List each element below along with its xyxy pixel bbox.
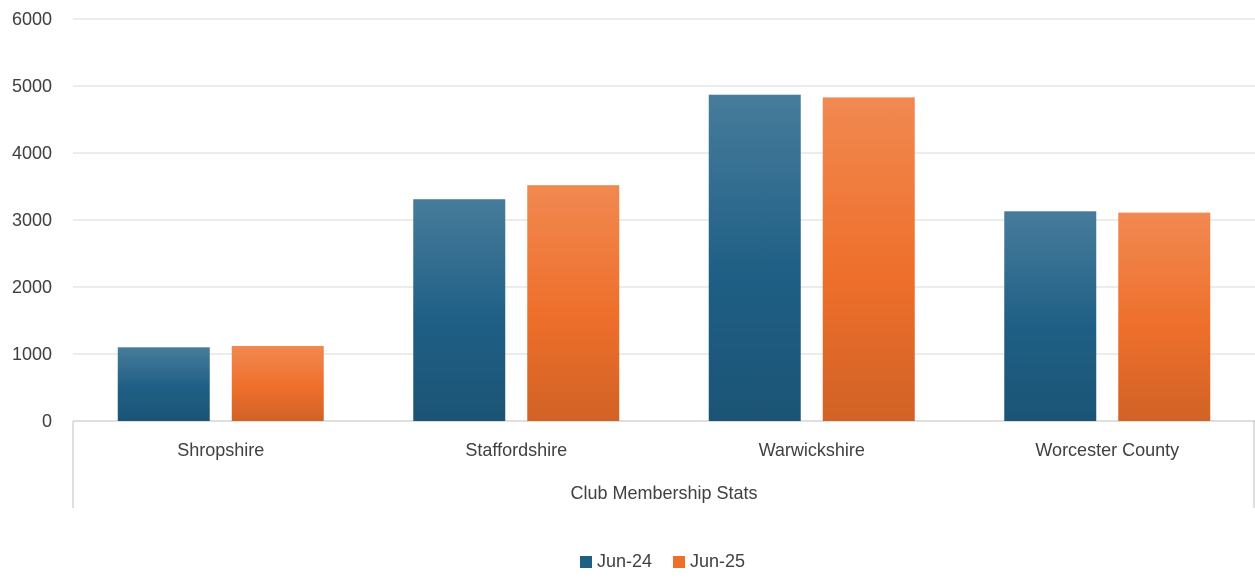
- legend-item: Jun-24: [580, 551, 652, 571]
- category-group-label: Club Membership Stats: [570, 483, 757, 503]
- y-tick-label: 2000: [12, 277, 52, 297]
- bar-jun-24-worcester-county: [1004, 211, 1097, 421]
- category-label: Warwickshire: [759, 440, 865, 460]
- bar-jun-25-warwickshire: [822, 97, 915, 421]
- legend-swatch: [673, 556, 685, 568]
- category-label: Staffordshire: [465, 440, 567, 460]
- y-tick-label: 3000: [12, 210, 52, 230]
- y-tick-label: 1000: [12, 344, 52, 364]
- y-tick-label: 5000: [12, 76, 52, 96]
- bar-jun-24-staffordshire: [413, 199, 506, 421]
- legend-label: Jun-24: [597, 551, 652, 571]
- y-tick-label: 0: [42, 411, 52, 431]
- bar-jun-24-warwickshire: [708, 94, 801, 422]
- bar-jun-24-shropshire: [117, 347, 210, 421]
- legend: Jun-24 Jun-25: [580, 551, 745, 571]
- bar-jun-25-worcester-county: [1118, 212, 1211, 421]
- bars: [117, 94, 1211, 422]
- legend-label: Jun-25: [690, 551, 745, 571]
- labels: Club Membership Stats Shropshire Stafford…: [177, 440, 1179, 503]
- bar-jun-25-staffordshire: [527, 185, 620, 421]
- category-label: Shropshire: [177, 440, 264, 460]
- bar-jun-25-shropshire: [231, 345, 324, 421]
- category-label: Worcester County: [1035, 440, 1179, 460]
- y-tick-label: 4000: [12, 143, 52, 163]
- y-tick-label: 6000: [12, 9, 52, 29]
- legend-item: Jun-25: [673, 551, 745, 571]
- legend-swatch: [580, 556, 592, 568]
